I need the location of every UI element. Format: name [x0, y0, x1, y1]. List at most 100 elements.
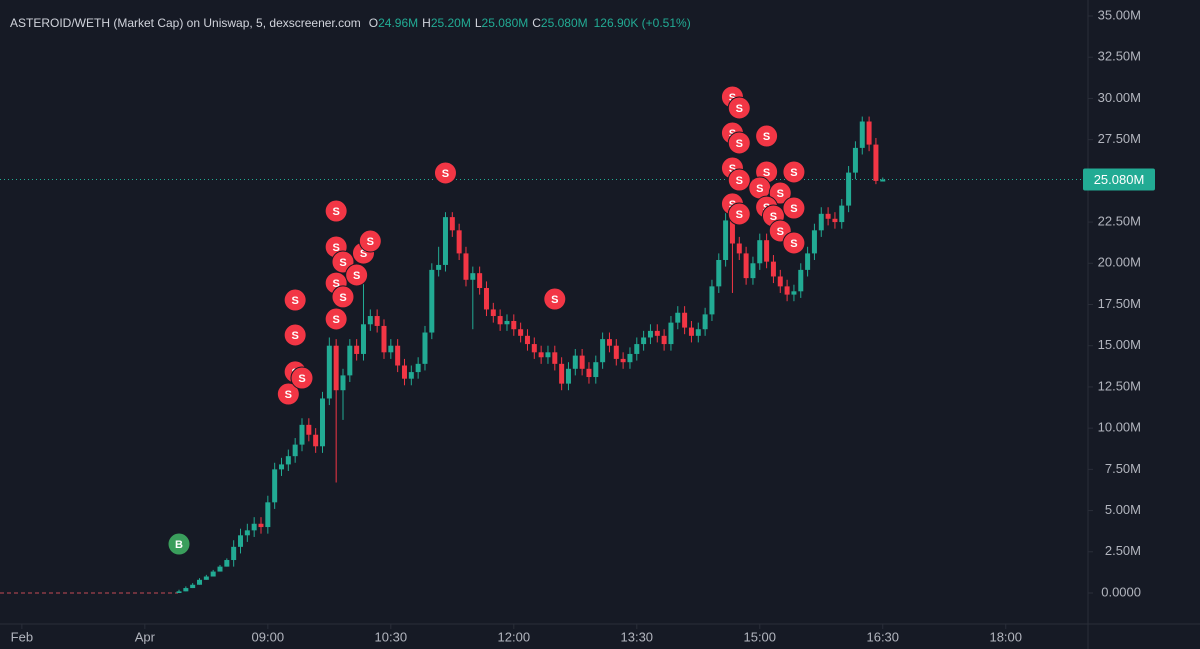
legend-change: 126.90K (+0.51%): [594, 16, 691, 30]
candle-body: [333, 345, 339, 391]
candle-body: [552, 352, 558, 364]
trade-marker-label: S: [360, 248, 367, 260]
x-tick-label: Feb: [11, 629, 33, 644]
candle-body: [620, 358, 626, 363]
candle-body: [716, 259, 722, 287]
y-tick-label: 0.0000: [1101, 584, 1141, 599]
candle-body: [524, 335, 530, 345]
candle-body: [559, 363, 565, 384]
candle-body: [688, 327, 694, 336]
trade-marker-label: S: [729, 163, 736, 175]
trade-marker: [727, 96, 751, 120]
candle-body: [709, 286, 715, 315]
y-tick-label: 5.00M: [1105, 502, 1141, 517]
candle-body: [538, 352, 544, 358]
x-tick-label: 12:00: [498, 629, 531, 644]
candle-body: [299, 424, 305, 445]
y-tick-label: 15.00M: [1098, 337, 1141, 352]
trade-marker: [727, 202, 751, 226]
x-tick-label: 18:00: [989, 629, 1022, 644]
candle-body: [634, 344, 640, 354]
candle-body: [265, 502, 271, 528]
candle-body: [723, 220, 729, 260]
candle-body: [504, 320, 510, 325]
y-tick-label: 17.50M: [1098, 296, 1141, 311]
candle-body: [190, 584, 196, 589]
candle-body: [401, 365, 407, 379]
candle-body: [217, 566, 223, 572]
trade-marker-label: S: [736, 103, 743, 115]
y-tick-label: 2.50M: [1105, 543, 1141, 558]
legend-key: C: [532, 16, 541, 30]
candle-body: [197, 579, 203, 585]
candle-body: [579, 355, 585, 369]
x-tick-label: 09:00: [252, 629, 285, 644]
candle-body: [313, 434, 319, 447]
trade-marker-label: S: [777, 226, 784, 238]
candle-body: [805, 253, 811, 270]
price-label: 25.080M: [1094, 172, 1145, 187]
candle-body: [859, 121, 865, 148]
candle-body: [511, 320, 517, 330]
candle-body: [647, 330, 653, 338]
candle-body: [565, 368, 571, 384]
trade-marker: [324, 307, 348, 331]
legend-value: 25.20M: [431, 16, 471, 30]
trade-marker-label: S: [339, 292, 346, 304]
y-tick-label: 10.00M: [1098, 420, 1141, 435]
candle-body: [654, 330, 660, 336]
candle-body: [832, 218, 838, 223]
candle-body: [463, 253, 469, 280]
candle-body: [791, 291, 797, 295]
trade-marker: [167, 532, 191, 556]
candle-body: [593, 362, 599, 378]
trade-marker-label: S: [756, 183, 763, 195]
y-tick-label: 20.00M: [1098, 255, 1141, 270]
price-label-box: [1083, 168, 1155, 191]
candle-body: [627, 353, 633, 363]
legend-key: L: [475, 16, 482, 30]
trade-marker-label: S: [763, 167, 770, 179]
trade-marker: [755, 124, 779, 148]
candle-body: [777, 276, 783, 287]
trade-marker: [727, 131, 751, 155]
x-tick-label: Apr: [135, 629, 156, 644]
x-tick-label: 10:30: [375, 629, 408, 644]
candle-body: [873, 144, 879, 181]
trade-marker: [283, 323, 307, 347]
candle-body: [682, 312, 688, 328]
candle-body: [606, 339, 612, 346]
trade-marker: [768, 181, 792, 205]
y-tick-label: 22.50M: [1098, 214, 1141, 229]
candle-body: [210, 571, 216, 577]
candle-body: [388, 345, 394, 353]
candle-body: [477, 273, 483, 289]
candle-body: [244, 530, 250, 536]
trade-marker: [543, 287, 567, 311]
trade-marker-label: S: [332, 206, 339, 218]
candle-body: [238, 535, 244, 547]
candle-body: [518, 329, 524, 336]
candle-body: [306, 424, 312, 435]
trade-marker-label: S: [332, 314, 339, 326]
candle-body: [839, 205, 845, 223]
trade-marker-label: S: [790, 238, 797, 250]
candle-body: [251, 523, 257, 531]
candle-body: [224, 560, 230, 567]
candle-body: [675, 312, 681, 323]
x-tick-label: 13:30: [621, 629, 654, 644]
legend-key: O: [369, 16, 378, 30]
y-tick-label: 7.50M: [1105, 461, 1141, 476]
candle-body: [770, 261, 776, 277]
candle-body: [367, 316, 373, 325]
trade-marker: [782, 196, 806, 220]
candle-body: [497, 316, 503, 325]
candle-body: [695, 329, 701, 336]
candle-body: [811, 230, 817, 254]
trade-marker-label: S: [332, 242, 339, 254]
candle-body: [764, 240, 770, 262]
trade-marker-label: S: [770, 211, 777, 223]
candle-body: [456, 230, 462, 254]
